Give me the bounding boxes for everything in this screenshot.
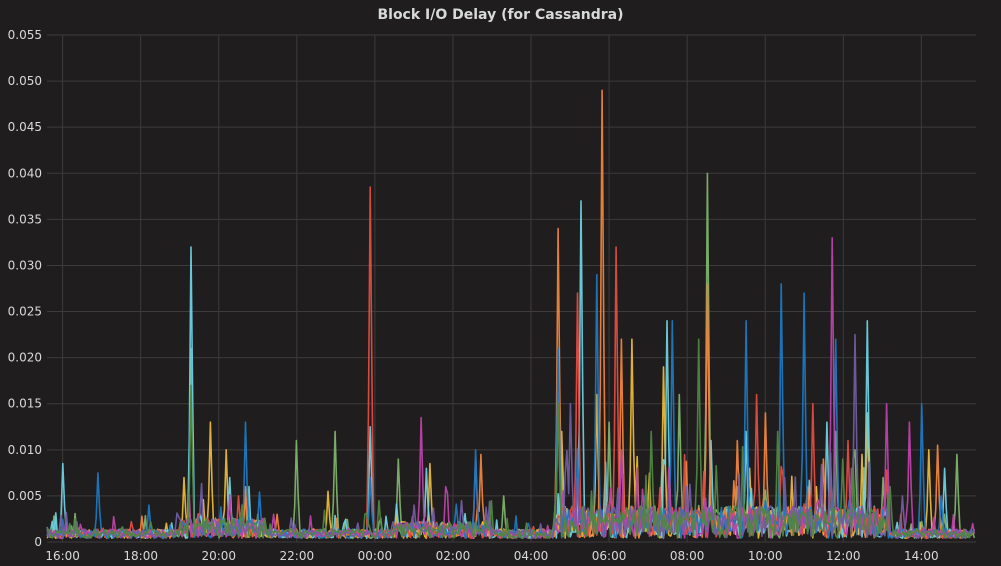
x-tick-label: 00:00 [358,549,393,563]
x-tick-label: 14:00 [904,549,939,563]
x-tick-label: 20:00 [201,549,236,563]
y-tick-label: 0.005 [8,489,42,503]
axis-layer: 0 0.005 0.010 0.015 0.020 0.025 0.030 0.035 0.04… [8,28,939,563]
x-tick-label: 02:00 [436,549,471,563]
y-tick-label: 0.050 [8,74,42,88]
y-tick-label: 0.015 [8,397,42,411]
y-tick-label: 0.025 [8,305,42,319]
y-tick-label: 0 [34,535,42,549]
series-layer [47,90,974,538]
x-tick-label: 18:00 [123,549,158,563]
y-tick-label: 0.055 [8,28,42,42]
y-tick-label: 0.035 [8,212,42,226]
x-tick-label: 16:00 [45,549,80,563]
x-tick-label: 22:00 [280,549,315,563]
y-tick-label: 0.045 [8,120,42,134]
x-tick-label: 06:00 [592,549,627,563]
x-tick-label: 12:00 [826,549,861,563]
x-tick-label: 08:00 [670,549,705,563]
y-tick-label: 0.030 [8,258,42,272]
x-tick-label: 10:00 [748,549,783,563]
y-tick-label: 0.010 [8,443,42,457]
chart-title: Block I/O Delay (for Cassandra) [0,7,1001,23]
y-tick-label: 0.020 [8,351,42,365]
y-tick-label: 0.040 [8,166,42,180]
x-tick-label: 04:00 [514,549,549,563]
